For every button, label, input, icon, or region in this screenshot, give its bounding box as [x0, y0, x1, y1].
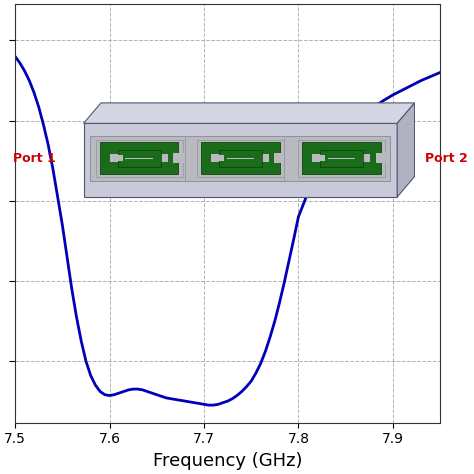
X-axis label: Frequency (GHz): Frequency (GHz)	[153, 452, 302, 470]
